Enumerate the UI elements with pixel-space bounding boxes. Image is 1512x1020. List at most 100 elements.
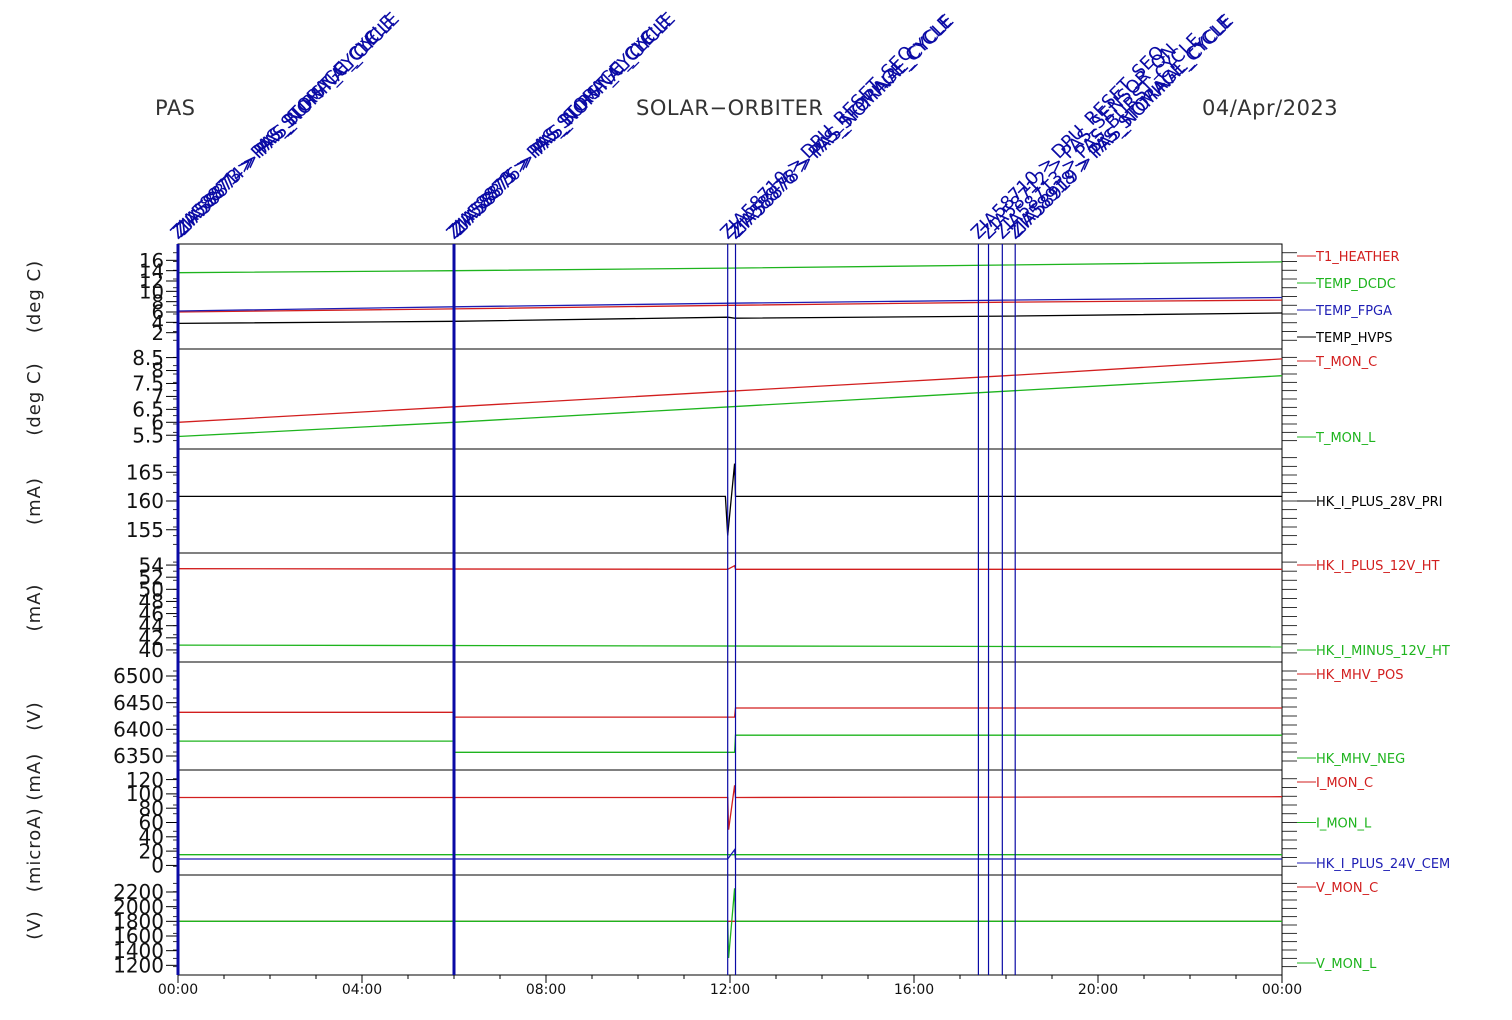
y-tick-label: 6350 (113, 744, 164, 768)
panel-2: 5.566.577.588.5 (deg C) T_MON_C T_MON_L (24, 346, 1377, 450)
panel-frame (177, 243, 1283, 350)
y-tick-label: 52 (139, 565, 164, 589)
series-line-t1-heather (177, 299, 1283, 313)
series-line-t-mon-c (177, 358, 1283, 423)
series-line-v-mon-l (178, 888, 1282, 959)
y-tick-label: 1400 (113, 939, 164, 963)
x-axis: 00:00 04:00 08:00 12:00 16:00 20:00 00:00 (158, 975, 1302, 998)
x-tick-label: 04:00 (342, 982, 382, 998)
y-axis-label: (deg C) (24, 260, 45, 333)
series-label: HK_I_PLUS_12V_HT (1316, 559, 1440, 574)
y-tick-label: 16 (139, 249, 164, 272)
y-tick-label: 6 (151, 301, 164, 324)
series-label: T1_HEATHER (1315, 250, 1400, 265)
y-tick-label: 120 (126, 768, 164, 792)
y-tick-label: 6.5 (132, 398, 164, 422)
series-label: HK_I_PLUS_24V_CEM (1316, 857, 1450, 872)
panel-frame (177, 348, 1283, 450)
series-line-hk-mhv-neg (178, 734, 1282, 753)
x-tick-label: 00:00 (158, 982, 198, 998)
y-tick-label: 40 (139, 638, 164, 662)
y-axis-label: (microA) (mA) (24, 753, 45, 892)
y-axis-label: (V) (24, 910, 45, 939)
series-line-hk-i-minus-12v-ht (177, 644, 1283, 648)
y-tick-label: 0 (151, 854, 164, 878)
y-tick-label: 46 (139, 602, 164, 626)
event-label: ZIA58874 > PAS_NOMINAL_CYCLE (173, 9, 404, 240)
mission-title: SOLAR−ORBITER (636, 96, 824, 120)
y-tick-label: 1600 (113, 924, 164, 948)
y-tick-label: 8.5 (132, 346, 164, 370)
y-tick-label: 7.5 (132, 372, 164, 396)
date-title: 04/Apr/2023 (1202, 96, 1339, 120)
series-label: TEMP_FPGA (1315, 304, 1392, 319)
x-tick-label: 00:00 (1262, 982, 1302, 998)
series-label: HK_I_PLUS_28V_PRI (1316, 495, 1442, 510)
series-label: V_MON_L (1316, 957, 1377, 972)
panel-3: 155 160 165 (mA) HK_I_PLUS_28V_PRI (24, 448, 1442, 554)
series-line-hk-i-plus-24v-cem (178, 847, 1282, 860)
y-tick-label: 2000 (113, 895, 164, 919)
x-tick-label: 12:00 (710, 982, 750, 998)
y-tick-label: 48 (139, 590, 164, 614)
event-label: ZIA58919 > PAS_NOMINAL_CYCLE (1007, 11, 1238, 242)
y-tick-label: 80 (139, 796, 164, 820)
series-line-hk-mhv-pos (178, 707, 1282, 718)
y-tick-label: 8 (151, 291, 164, 314)
panel-frame (177, 661, 1283, 771)
y-tick-label: 50 (139, 578, 164, 602)
y-tick-label: 6400 (113, 718, 164, 742)
series-label: TEMP_DCDC (1315, 277, 1396, 292)
series-line-hk-i-plus-12v-ht (177, 564, 1282, 570)
y-tick-label: 54 (139, 553, 164, 577)
y-tick-label: 100 (126, 782, 164, 806)
y-tick-label: 2 (151, 322, 164, 345)
panel-frame (177, 874, 1283, 976)
series-label: T_MON_C (1315, 355, 1377, 370)
y-tick-label: 6500 (113, 664, 164, 688)
panel-frame (177, 448, 1283, 554)
series-line-temp-fpga (177, 296, 1283, 312)
series-label: I_MON_C (1316, 776, 1373, 791)
y-tick-label: 20 (139, 839, 164, 863)
instrument-title: PAS (155, 96, 196, 120)
y-tick-label: 7 (151, 385, 164, 409)
y-axis-label: (V) (24, 701, 45, 730)
x-tick-label: 20:00 (1078, 982, 1118, 998)
y-tick-label: 44 (139, 614, 164, 638)
series-label: V_MON_C (1316, 881, 1378, 896)
x-tick-label: 16:00 (894, 982, 934, 998)
series-line-temp-dcdc (177, 261, 1283, 274)
y-axis-label: (mA) (24, 477, 45, 525)
y-axis-label: (mA) (24, 584, 45, 632)
y-tick-label: 6450 (113, 691, 164, 715)
series-line-t-mon-l (177, 375, 1283, 438)
y-tick-label: 155 (126, 518, 164, 542)
y-tick-label: 1800 (113, 910, 164, 934)
y-tick-label: 14 (139, 260, 164, 283)
y-tick-label: 160 (126, 489, 164, 513)
y-tick-label: 10 (139, 280, 164, 303)
y-tick-label: 6 (151, 410, 164, 434)
y-axis-label: (deg C) (24, 362, 45, 435)
series-line-hk-i-plus-28v-pri (178, 463, 1282, 536)
event-label: ZIA58878 > PAS_NOMINAL_CYCLE (727, 11, 958, 242)
y-tick-label: 60 (139, 811, 164, 835)
y-tick-label: 1200 (113, 954, 164, 978)
event-marker: ZIA58710 > DPU_RESET_SEQ (716, 42, 918, 975)
series-label: HK_MHV_POS (1316, 668, 1404, 683)
y-tick-label: 2200 (113, 880, 164, 904)
series-line-temp-hvps (177, 312, 1283, 325)
event-marker: ZIA58713 > PAS_BURST_CYCLE (991, 29, 1205, 975)
y-tick-label: 40 (139, 825, 164, 849)
x-tick-label: 08:00 (526, 982, 566, 998)
series-label: HK_MHV_NEG (1316, 752, 1405, 767)
